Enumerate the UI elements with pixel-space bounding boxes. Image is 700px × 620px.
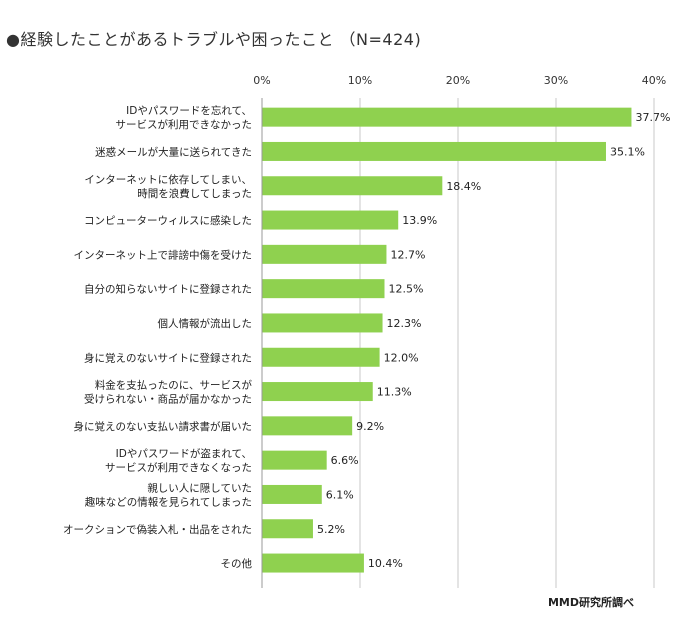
bar-value-label: 18.4% [446,180,481,193]
category-label: IDやパスワードが盗まれて、 [116,447,252,460]
category-label: 料金を支払ったのに、サービスが [95,379,253,392]
x-tick-label: 40% [642,74,666,87]
category-label: その他 [221,557,253,570]
bar [262,107,632,127]
bar [262,176,443,196]
bar [262,416,353,436]
source-credit: MMD研究所調べ [547,596,634,609]
bar [262,313,383,333]
category-label: サービスが利用できなくなった [105,461,252,474]
bar-value-label: 10.4% [368,557,403,570]
category-label: 身に覚えのないサイトに登録された [84,351,252,364]
x-tick-label: 10% [348,74,372,87]
x-tick-label: 30% [544,74,568,87]
category-label: 受けられない・商品が届かなかった [84,393,252,406]
bar [262,210,399,230]
x-tick-label: 20% [446,74,470,87]
bar-value-label: 12.5% [389,283,424,296]
category-label: 趣味などの情報を見られてしまった [85,495,252,508]
bar-value-label: 6.6% [331,454,359,467]
category-label: IDやパスワードを忘れて、 [126,104,252,117]
bar [262,244,387,264]
x-tick-label: 0% [253,74,270,87]
bar-value-label: 35.1% [610,145,645,158]
bar-value-label: 12.7% [390,248,425,261]
category-label: コンピューターウィルスに感染した [84,214,252,227]
bar [262,347,380,367]
bar [262,382,373,402]
bar [262,450,327,470]
category-label: 自分の知らないサイトに登録された [84,283,252,296]
bar-value-label: 13.9% [402,214,437,227]
bar [262,519,313,539]
category-label: インターネット上で誹謗中傷を受けた [74,248,253,261]
category-label: 個人情報が流出した [158,317,253,330]
category-label: 迷惑メールが大量に送られてきた [95,145,252,158]
bar-value-label: 37.7% [635,111,670,124]
bar-value-label: 5.2% [317,523,345,536]
bar-value-label: 9.2% [356,420,384,433]
category-label: オークションで偽装入札・出品をされた [63,523,252,536]
bar [262,553,364,573]
category-label: インターネットに依存してしまい、 [84,173,252,186]
bar-value-label: 6.1% [326,488,354,501]
bar-value-label: 12.3% [387,317,422,330]
category-label: 身に覚えのない支払い請求書が届いた [74,420,253,433]
bar [262,279,385,299]
bar-value-label: 12.0% [384,351,419,364]
category-label: サービスが利用できなかった [116,118,253,131]
bar [262,141,606,161]
bar-value-label: 11.3% [377,386,412,399]
bar [262,484,322,504]
category-label: 親しい人に隠していた [147,481,252,494]
category-label: 時間を浪費してしまった [137,187,252,200]
chart-title: ●経験したことがあるトラブルや困ったこと （N=424) [6,30,422,49]
